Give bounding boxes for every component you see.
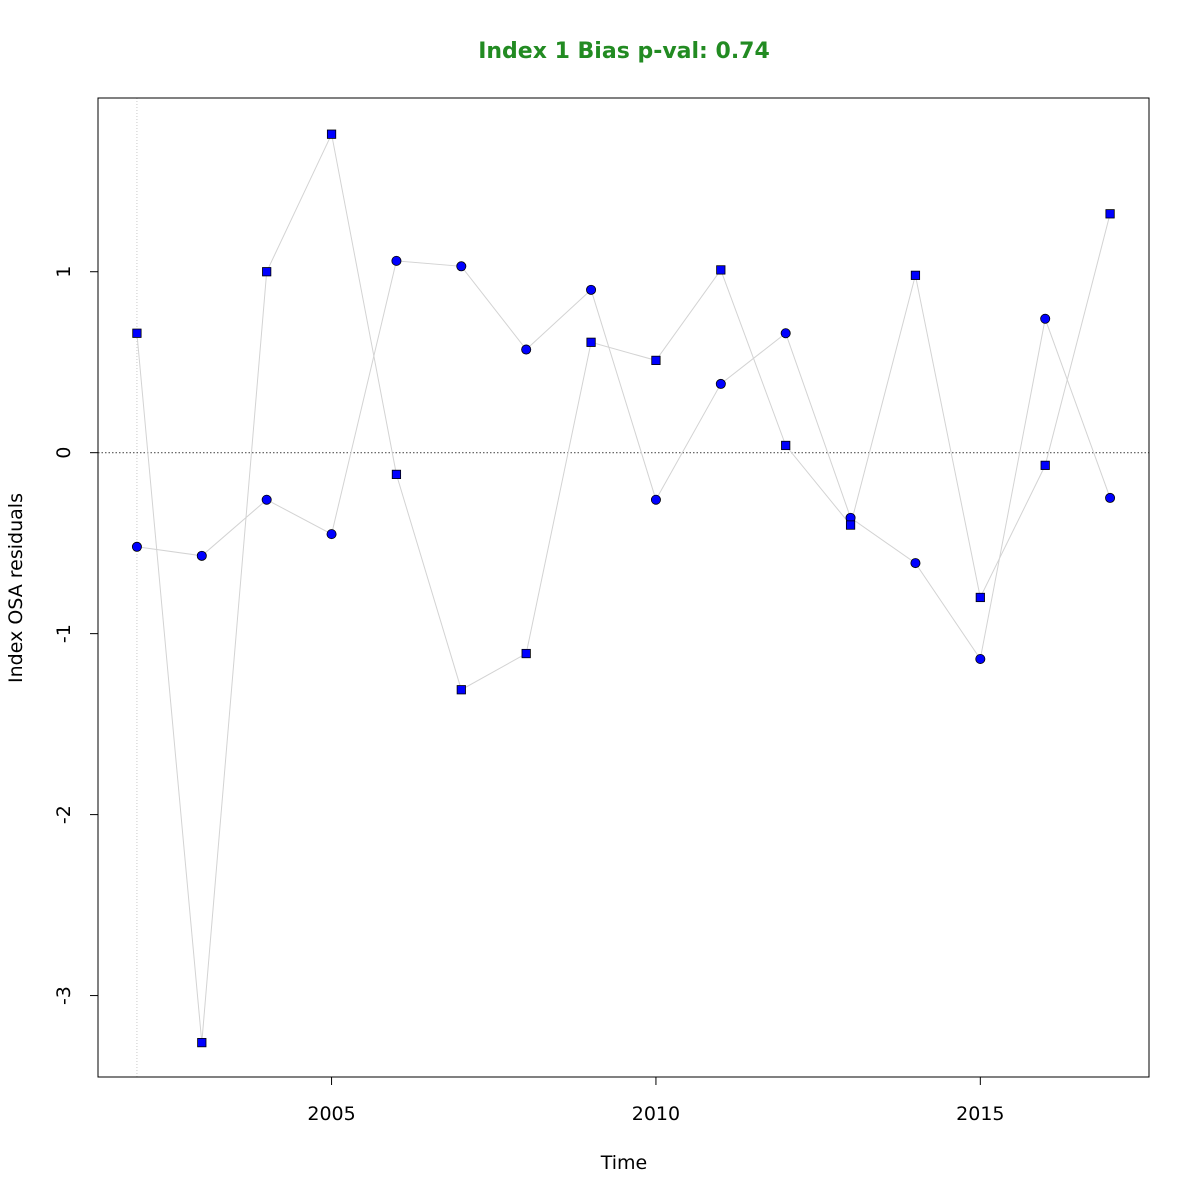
data-point-square — [197, 1038, 207, 1048]
series-lines — [136, 132, 1111, 1043]
data-point-circle — [521, 344, 532, 355]
y-tick-label: -3 — [53, 986, 75, 1005]
y-tick-label: 1 — [53, 266, 75, 278]
plot-frame — [97, 97, 1150, 1078]
data-point-square — [910, 270, 921, 280]
y-axis-label: Index OSA residuals — [5, 493, 27, 683]
data-point-circle — [975, 653, 986, 664]
data-point-square — [391, 469, 402, 479]
x-tick-label: 2010 — [632, 1103, 680, 1125]
data-point-square — [586, 337, 596, 347]
data-point-circle — [1040, 313, 1051, 324]
data-point-circle — [650, 494, 661, 505]
data-point-square — [1105, 209, 1115, 219]
data-points — [131, 129, 1116, 1048]
data-point-square — [651, 355, 661, 365]
x-axis: 2005 2010 2015 — [307, 1077, 1005, 1125]
reference-lines — [98, 98, 1149, 1077]
x-axis-label: Time — [600, 1152, 648, 1174]
data-point-square — [326, 129, 337, 139]
x-tick-label: 2005 — [307, 1103, 355, 1125]
series-1-line — [136, 260, 1111, 661]
y-tick-label: 0 — [53, 447, 75, 459]
data-point-square — [845, 520, 856, 530]
data-point-square — [975, 592, 985, 603]
data-point-square — [521, 648, 531, 659]
data-point-circle — [196, 550, 207, 561]
data-point-circle — [1105, 492, 1116, 503]
data-point-square — [262, 267, 272, 277]
data-point-circle — [261, 494, 272, 505]
series-2-line — [136, 132, 1111, 1043]
data-point-circle — [326, 529, 337, 540]
data-point-circle — [780, 328, 791, 339]
data-point-circle — [910, 558, 921, 569]
y-tick-label: -2 — [53, 805, 75, 824]
chart-title: Index 1 Bias p-val: 0.74 — [478, 39, 770, 64]
data-point-square — [781, 440, 791, 451]
x-tick-label: 2015 — [956, 1103, 1004, 1125]
data-point-circle — [391, 255, 402, 266]
data-point-circle — [715, 378, 726, 389]
y-axis: -3 -2 -1 0 1 — [53, 266, 98, 1005]
data-point-square — [132, 328, 142, 338]
data-point-circle — [456, 261, 467, 272]
data-point-circle — [131, 541, 142, 552]
data-point-square — [716, 265, 726, 275]
data-point-square — [1040, 460, 1050, 470]
data-point-square — [456, 685, 466, 695]
data-point-circle — [586, 284, 597, 295]
y-tick-label: -1 — [53, 624, 75, 643]
